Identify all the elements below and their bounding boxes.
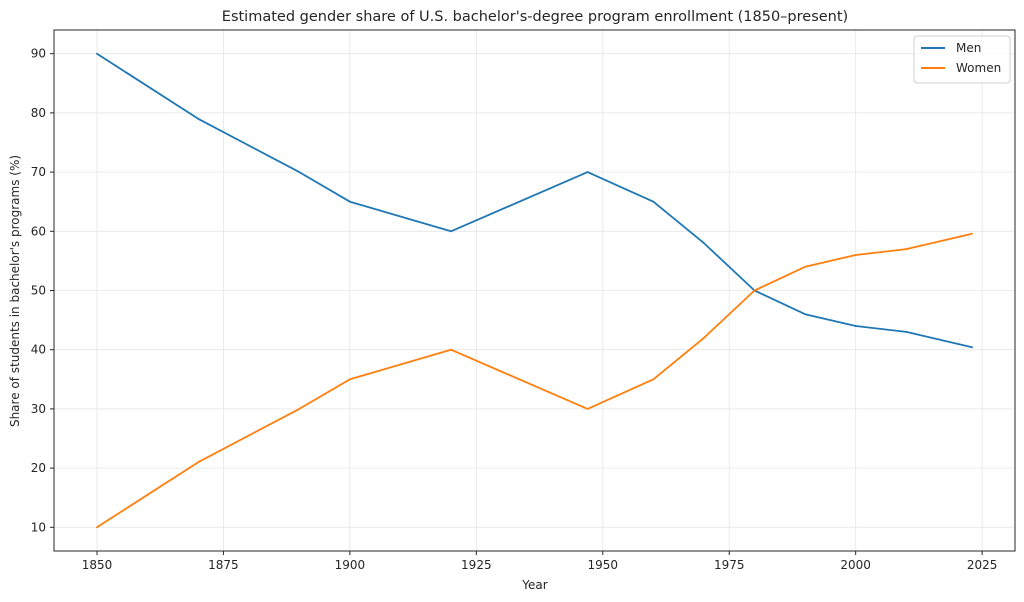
- y-tick-label: 90: [31, 47, 46, 61]
- data-point-women: [96, 526, 98, 529]
- data-point-women: [703, 336, 705, 339]
- data-point-women: [586, 408, 589, 410]
- legend-label-men: Men: [956, 41, 981, 55]
- data-point-women: [197, 461, 200, 464]
- y-axis-label: Share of students in bachelor's programs…: [8, 155, 22, 427]
- series-line-women: [96, 232, 973, 529]
- grid: [54, 30, 1015, 551]
- data-point-men: [703, 242, 705, 245]
- series-line-men: [96, 52, 973, 349]
- x-tick-label: 1950: [588, 558, 619, 572]
- x-tick-label: 1850: [82, 558, 113, 572]
- data-point-women: [854, 254, 857, 256]
- data-point-women: [905, 248, 908, 250]
- y-axis: 10 20 30 40 50 60 70 80 90: [31, 47, 54, 534]
- y-tick-label: 40: [31, 343, 46, 357]
- y-tick-label: 70: [31, 165, 46, 179]
- data-point-men: [450, 230, 452, 233]
- data-point-men: [971, 346, 973, 349]
- y-tick-label: 80: [31, 106, 46, 120]
- x-tick-label: 1925: [461, 558, 492, 572]
- y-tick-label: 50: [31, 284, 46, 298]
- data-point-men: [298, 171, 301, 173]
- y-tick-label: 20: [31, 461, 46, 475]
- x-tick-label: 1875: [208, 558, 239, 572]
- data-point-women: [450, 348, 452, 351]
- data-point-men: [804, 313, 806, 316]
- y-tick-label: 60: [31, 224, 46, 238]
- x-tick-label: 1975: [714, 558, 745, 572]
- y-tick-label: 10: [31, 520, 46, 534]
- data-point-women: [753, 289, 756, 292]
- data-point-men: [586, 171, 589, 173]
- data-point-women: [348, 378, 351, 381]
- x-tick-label: 2000: [840, 558, 871, 572]
- data-point-women: [298, 408, 301, 410]
- data-point-women: [652, 378, 655, 381]
- data-point-women: [971, 232, 973, 235]
- x-axis-label: Year: [521, 578, 547, 592]
- y-tick-label: 30: [31, 402, 46, 416]
- data-point-women: [804, 265, 806, 268]
- data-point-men: [652, 200, 655, 203]
- legend-label-women: Women: [956, 61, 1001, 75]
- data-point-men: [197, 117, 200, 120]
- data-point-men: [348, 200, 351, 203]
- series-lines: [96, 52, 973, 529]
- data-point-men: [905, 331, 908, 333]
- data-point-men: [96, 52, 98, 55]
- x-tick-label: 2025: [967, 558, 998, 572]
- legend: Men Women: [913, 35, 1011, 84]
- data-point-men: [854, 325, 857, 327]
- x-axis: 1850 1875 1900 1925 1950 1975 2000 2025: [82, 551, 998, 572]
- x-tick-label: 1900: [335, 558, 366, 572]
- chart-title: Estimated gender share of U.S. bachelor'…: [222, 9, 848, 25]
